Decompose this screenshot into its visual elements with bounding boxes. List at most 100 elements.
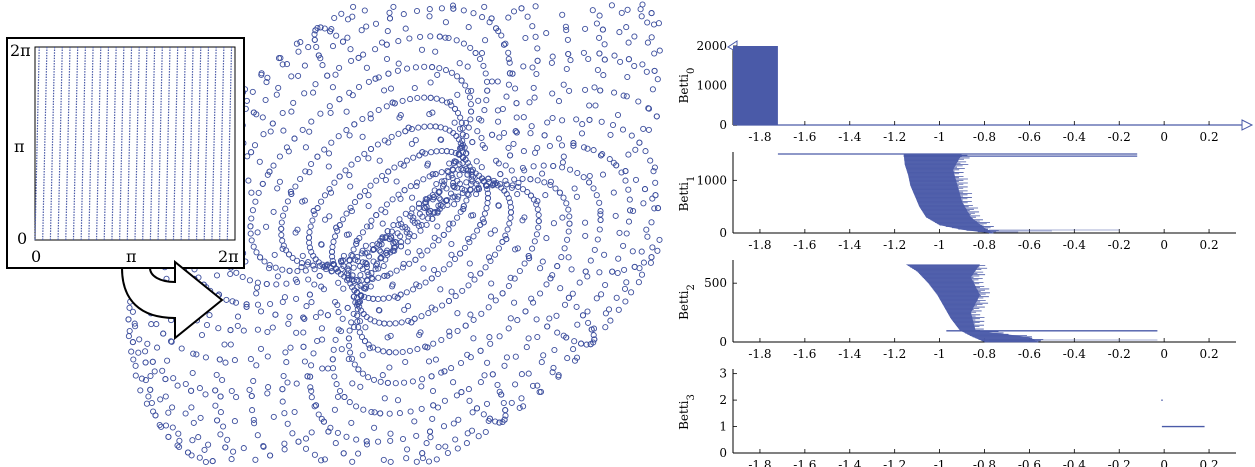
torus-point [383, 201, 390, 208]
torus-point [456, 125, 464, 132]
torus-point [438, 336, 445, 344]
torus-point [599, 151, 606, 158]
torus-point [596, 269, 603, 276]
torus-point [460, 7, 467, 14]
torus-point [347, 46, 354, 53]
torus-point [437, 286, 444, 293]
torus-point [438, 5, 445, 12]
torus-point [516, 404, 523, 411]
torus-point [279, 109, 286, 117]
torus-point [362, 324, 369, 331]
torus-point [302, 445, 310, 452]
torus-point [464, 190, 471, 198]
torus-point [353, 240, 360, 247]
torus-point [602, 324, 609, 331]
torus-point [519, 175, 526, 182]
torus-point [457, 250, 464, 257]
torus-point [586, 179, 593, 186]
torus-point [652, 179, 659, 186]
torus-point [214, 417, 221, 424]
torus-point [408, 140, 415, 147]
torus-point [498, 32, 505, 39]
torus-point [397, 291, 404, 298]
torus-point [541, 132, 548, 139]
torus-point [285, 251, 293, 258]
torus-point [415, 200, 423, 207]
torus-point [243, 301, 250, 308]
torus-point [538, 359, 545, 366]
torus-point [593, 20, 600, 27]
torus-point [470, 335, 477, 342]
betti-panel-0: -1.8 -1.6 -1.4 -1.2 -1 -0.8 -0.6 -0.4 -0.2 0 0.2 0 1… [677, 39, 1254, 144]
torus-point [591, 336, 598, 343]
torus-point [432, 123, 439, 130]
torus-point [273, 91, 280, 98]
torus-point [344, 16, 352, 23]
torus-point [576, 279, 583, 286]
torus-point [342, 167, 349, 174]
torus-point [158, 423, 165, 430]
x-tick-label: -0.4 [1063, 347, 1087, 361]
torus-point [453, 37, 460, 44]
torus-point [461, 144, 468, 151]
torus-point [471, 276, 478, 283]
torus-point [370, 295, 377, 302]
torus-point [507, 209, 515, 216]
torus-point [276, 153, 283, 160]
torus-point [252, 456, 259, 463]
torus-point [227, 341, 234, 348]
torus-point [332, 233, 339, 240]
torus-point [248, 215, 255, 222]
torus-point [454, 91, 461, 98]
torus-point [402, 358, 409, 366]
x-tick-label: -0.4 [1063, 238, 1087, 252]
torus-point [546, 315, 553, 322]
torus-point [365, 341, 372, 348]
torus-point [480, 411, 487, 418]
torus-point [335, 309, 342, 316]
torus-point [359, 115, 366, 123]
torus-point [543, 30, 550, 37]
torus-point [516, 267, 523, 275]
torus-point [142, 359, 149, 366]
torus-point [410, 286, 417, 293]
torus-point [336, 222, 343, 229]
torus-point [233, 269, 240, 276]
torus-point [451, 193, 458, 200]
torus-point [561, 301, 569, 308]
torus-point [632, 146, 639, 153]
x-tick-label: -0.4 [1063, 458, 1087, 467]
torus-point [283, 61, 291, 68]
curved-arrow-icon [120, 259, 224, 341]
torus-point [615, 255, 622, 262]
x-tick-label: -1.6 [793, 347, 816, 361]
torus-point [520, 403, 527, 410]
torus-point [648, 219, 655, 226]
torus-point [644, 233, 651, 240]
x-tick-label: -1 [934, 238, 946, 252]
torus-point [541, 179, 548, 186]
torus-point [299, 252, 306, 259]
torus-point [504, 226, 511, 233]
torus-point [480, 178, 487, 185]
torus-point [563, 65, 570, 73]
torus-point [469, 139, 476, 146]
torus-point [628, 289, 635, 296]
torus-point [483, 182, 490, 189]
torus-point [386, 15, 394, 22]
y-tick-label: 0 [719, 446, 727, 460]
torus-point [547, 178, 554, 185]
torus-point [406, 35, 413, 42]
torus-point [137, 387, 144, 394]
torus-point [143, 400, 150, 407]
torus-point [234, 322, 241, 329]
torus-point [388, 133, 395, 140]
torus-point [327, 189, 335, 196]
torus-point [294, 268, 301, 275]
torus-point [327, 109, 334, 116]
torus-point [330, 261, 337, 268]
torus-point [404, 238, 411, 245]
torus-point [266, 265, 273, 272]
torus-point [430, 402, 437, 409]
torus-point [534, 382, 541, 389]
